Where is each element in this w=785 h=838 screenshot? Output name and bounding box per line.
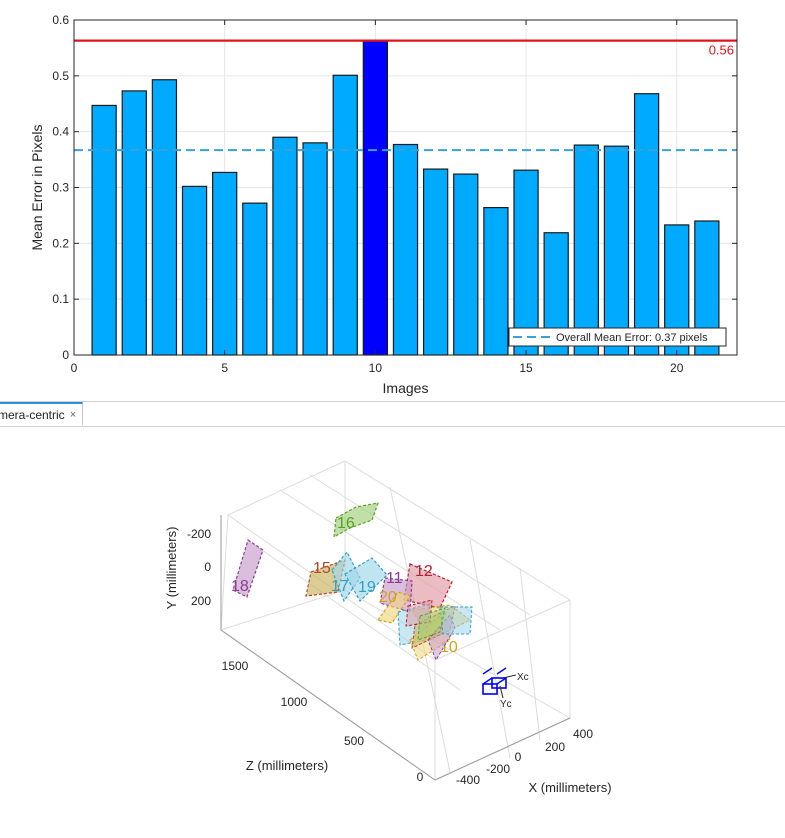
camera-body [491, 677, 507, 689]
z-tick-label: 500 [344, 734, 364, 748]
gridline-3d [344, 460, 571, 601]
tab-camera-centric[interactable]: mera-centric × [0, 402, 84, 425]
legend-box [508, 327, 727, 347]
calibration-board [439, 606, 473, 635]
gridline-3d [519, 567, 541, 741]
close-icon[interactable]: × [69, 408, 77, 421]
bar [181, 185, 208, 356]
calibration-board [417, 607, 446, 641]
y-tick-label: 0.3 [52, 181, 69, 195]
bar [91, 104, 117, 356]
figure-tab-bar: mera-centric × [0, 401, 785, 427]
gridline-3d [254, 544, 461, 691]
z-tick-label: 1000 [281, 695, 308, 709]
legend: Overall Mean Error: 0.37 pixels [508, 327, 727, 347]
extrinsics-3d-plot: -200 0 200 1500 1000 500 0 -400 -200 0 200 400 Y (mi… [164, 460, 612, 795]
bar [121, 90, 147, 356]
calibration-board [333, 502, 379, 539]
x-tick-label: 200 [545, 740, 565, 754]
calibration-board [344, 557, 388, 602]
camera-edge [482, 677, 493, 685]
y-tick-label: 0 [62, 348, 69, 362]
gridline-3d [434, 599, 571, 661]
y-tick-label: 0.4 [52, 125, 69, 139]
board-label: 12 [415, 563, 433, 580]
board-label: 11 [386, 570, 403, 587]
gridline-3d [227, 460, 346, 516]
bar [212, 171, 238, 356]
gridline-3d [344, 589, 571, 719]
bar [392, 143, 419, 356]
y-tick-label: 0.2 [52, 236, 69, 250]
bar [573, 144, 599, 356]
x-tick-label: 5 [221, 361, 228, 375]
bar [422, 168, 449, 356]
bar-highlighted [362, 40, 389, 356]
camera-y-label: Yᴄ [500, 699, 512, 710]
board-label: 17 [331, 578, 349, 595]
calibration-board [376, 591, 411, 624]
board-label: 18 [231, 578, 249, 595]
z-tick-label: 1500 [222, 659, 249, 673]
board-label: 19 [358, 579, 376, 596]
axis-edge-3d [434, 717, 571, 781]
x-tick-label: 10 [369, 361, 383, 375]
board-label: 16 [337, 515, 355, 532]
bar [483, 207, 509, 356]
bar [302, 142, 328, 356]
gridline-3d [220, 514, 229, 631]
bar [603, 145, 630, 356]
x-tick-label: -400 [456, 773, 480, 787]
x-tick-label: 20 [670, 361, 684, 375]
reprojection-error-bar-chart: 0.56 0 0.1 0.2 0.3 0.4 0.5 0.6 0 5 10 15 20 Images Mea… [29, 13, 738, 396]
x-tick-label: -200 [486, 762, 510, 776]
y-tick-label: 0.1 [52, 292, 69, 306]
tab-label: mera-centric [0, 407, 65, 422]
y-tick-label: 0.5 [52, 69, 69, 83]
plot-3d-box [220, 460, 571, 781]
x-tick-label: 400 [573, 727, 593, 741]
camera-edge [496, 677, 507, 685]
z-tick-label: 0 [417, 770, 424, 784]
camera-body [482, 683, 498, 695]
gridline-3d [220, 589, 346, 631]
camera-edge [496, 667, 507, 675]
x-tick-label: 15 [519, 361, 533, 375]
x-tick-label: 0 [515, 750, 522, 764]
board-label: 20 [379, 589, 397, 606]
y-axis-label: Y (millimeters) [164, 527, 179, 610]
x-axis-label: X (millimeters) [528, 780, 611, 795]
camera-edge [482, 667, 493, 675]
camera-x-axis [502, 674, 517, 679]
gridline-3d [279, 489, 501, 631]
bar [242, 202, 268, 356]
camera-x-label: Xᴄ [517, 672, 529, 683]
y-tick-label: 0 [204, 560, 211, 574]
gridline-3d [469, 539, 511, 759]
bar [151, 79, 178, 356]
axis-edge-3d [220, 629, 436, 781]
y-tick-label: -200 [187, 527, 211, 541]
y-tick-label: 200 [191, 594, 211, 608]
z-axis-label: Z (millimeters) [246, 758, 328, 773]
max-error-label: 0.56 [709, 43, 734, 58]
camera-icon [482, 667, 517, 699]
calibration-board [232, 539, 264, 598]
bar [272, 136, 298, 356]
legend-entry: Overall Mean Error: 0.37 pixels [556, 332, 708, 344]
camera-y-axis [499, 685, 504, 699]
gridline-3d [309, 474, 531, 616]
bar [332, 74, 358, 356]
board-label: 15 [313, 560, 331, 577]
bar [453, 173, 479, 356]
y-tick-label: 0.6 [52, 13, 69, 27]
bar [633, 93, 660, 356]
x-tick-label: 0 [71, 361, 78, 375]
y-axis-label: Mean Error in Pixels [29, 124, 45, 250]
calibration-board [403, 563, 453, 609]
x-axis-label: Images [383, 380, 429, 396]
bar [513, 169, 539, 356]
